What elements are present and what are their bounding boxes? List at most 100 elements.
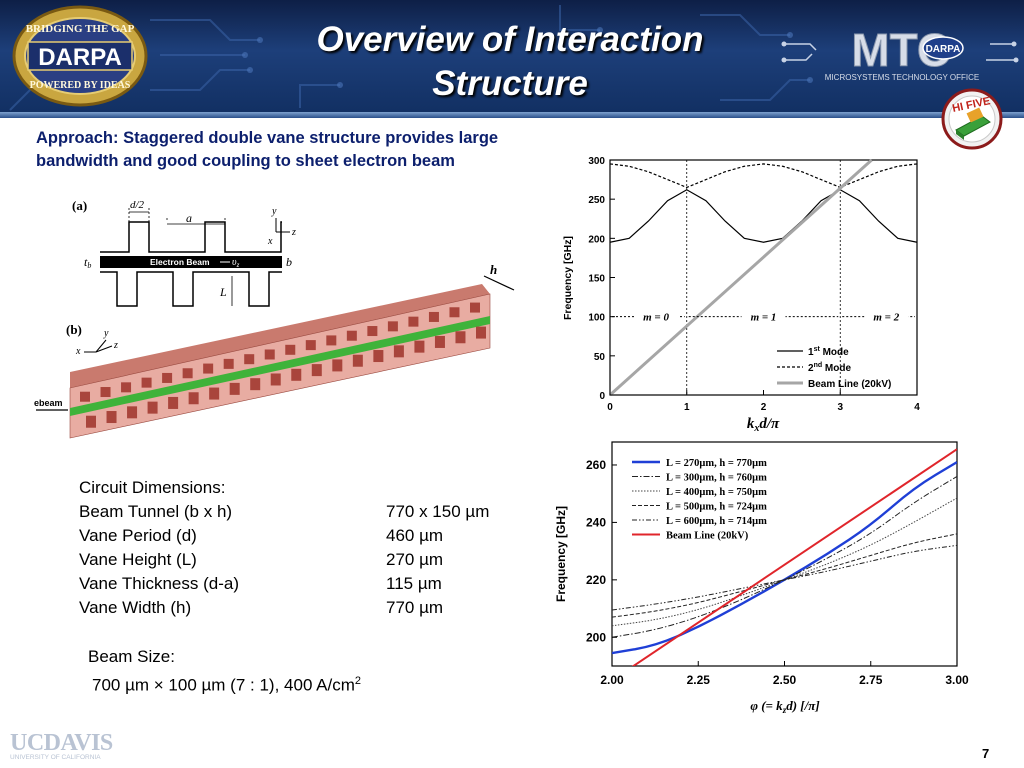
- dimension-label: Vane Height (L): [79, 550, 197, 569]
- comparison-x-axis-label: φ (= kzd) [/π]: [750, 698, 819, 715]
- dimension-label: Vane Period (d): [79, 526, 197, 545]
- vane-slot-upper: [182, 368, 193, 379]
- axis-y-label-b: y: [103, 328, 109, 339]
- dispersion-legend-item-1: 1st Mode: [808, 346, 849, 358]
- hi-five-badge: HI FIVE: [941, 88, 1003, 150]
- vane-slot-upper: [121, 382, 132, 393]
- comparison-plot-frame: [611, 441, 958, 667]
- vane-slot-upper: [346, 330, 357, 341]
- dim-a: a: [186, 211, 192, 225]
- vane-slot-lower: [209, 387, 220, 400]
- x-tick-label: 2.50: [773, 673, 797, 687]
- interaction-structure-figure: (a) Electron Beam υz d/2 a tb b L y z x …: [34, 198, 515, 439]
- y-tick-label: 150: [588, 274, 605, 285]
- approach-line1: Approach: Staggered double vane structur…: [36, 129, 499, 147]
- slide-title-line2: Structure: [432, 64, 588, 103]
- comparison-ticks: 2.00 2.25 2.50 2.75 3.00 200 220 240 260: [586, 458, 969, 687]
- dimension-label: Vane Thickness (d-a): [79, 574, 239, 593]
- legend-entry: L = 500μm, h = 724μm: [666, 502, 767, 513]
- region-label: m = 1: [751, 312, 777, 324]
- dimension-value: 115 µm: [386, 574, 442, 593]
- darpa-logo-bottom-text: POWERED BY IDEAS: [30, 80, 131, 91]
- vane-slot-upper: [305, 340, 316, 351]
- vane-slot-upper: [203, 363, 214, 374]
- y-tick-label: 240: [586, 515, 606, 529]
- dimension-label: Beam Tunnel (b x h): [79, 502, 233, 521]
- dispersion-regions: m = 0 m = 1 m = 2: [612, 309, 915, 324]
- vane-slot-lower: [455, 331, 466, 344]
- region-label: m = 2: [873, 312, 899, 324]
- series-1st-mode: [609, 189, 918, 243]
- vane-slot-upper: [244, 354, 255, 365]
- axis-y-label-a: y: [271, 206, 277, 217]
- vane-slot-lower: [147, 401, 158, 414]
- x-tick-label: 2: [761, 402, 767, 413]
- vane-slot-upper: [100, 387, 111, 398]
- mto-logo-badge: DARPA: [926, 44, 961, 55]
- series-beam-line: [608, 158, 873, 397]
- legend-entry: L = 300μm, h = 760μm: [666, 473, 767, 484]
- vane-slot-lower: [291, 368, 302, 381]
- header-divider: [0, 112, 1024, 118]
- uc-davis-logo: UCDAVIS UNIVERSITY OF CALIFORNIA: [10, 730, 113, 761]
- mto-logo-tagline: MICROSYSTEMS TECHNOLOGY OFFICE: [825, 73, 979, 82]
- vane-slot-lower: [311, 364, 322, 377]
- axis-x-label-b: x: [75, 346, 81, 357]
- figure-label-b: (b): [66, 322, 82, 337]
- comparison-legend: L = 270μm, h = 770μm L = 300μm, h = 760μm…: [632, 458, 767, 542]
- dim-L: L: [219, 285, 227, 299]
- comparison-series-1: [612, 461, 957, 655]
- slide-title: Overview of Interaction Structure: [230, 18, 790, 106]
- axes-triad-b: [84, 339, 113, 353]
- comparison-series-3: [612, 497, 957, 627]
- y-tick-label: 50: [594, 352, 606, 363]
- axis-z-label-a: z: [291, 227, 296, 238]
- vane-slot-upper: [285, 344, 296, 355]
- beam-size: Beam Size: 700 µm × 100 µm (7 : 1), 400 …: [88, 644, 361, 698]
- vane-slot-lower: [393, 345, 404, 358]
- vane-slot-lower: [270, 373, 281, 386]
- vane-slot-lower: [229, 382, 240, 395]
- vane-slot-upper: [408, 316, 419, 327]
- dim-half-period: d/2: [130, 199, 145, 211]
- vane-slot-upper: [367, 326, 378, 337]
- vane-slot-lower: [106, 411, 117, 424]
- y-tick-label: 220: [586, 573, 606, 587]
- beam-size-value: 700 µm × 100 µm (7 : 1), 400 A/cm2: [92, 675, 362, 695]
- ebeam-label: ebeam: [34, 398, 63, 408]
- electron-beam-label: Electron Beam: [150, 257, 210, 267]
- dispersion-plot-frame: [609, 159, 918, 396]
- comparison-y-axis-label: Frequency [GHz]: [554, 506, 568, 602]
- dimension-value: 270 µm: [386, 550, 444, 569]
- x-tick-label: 3: [837, 402, 843, 413]
- legend-entry: Beam Line (20kV): [666, 531, 749, 542]
- approach-line2: bandwidth and good coupling to sheet ele…: [36, 152, 455, 170]
- axis-z-label-b: z: [113, 340, 118, 351]
- vane-schematic: [100, 221, 282, 307]
- region-label-bg: [634, 309, 679, 324]
- dispersion-x-axis-label: kxd/π: [747, 416, 780, 434]
- dimension-value: 770 x 150 µm: [386, 502, 490, 521]
- dim-tb: tb: [84, 255, 91, 270]
- vane-slot-lower: [476, 326, 486, 339]
- vane-slot-upper: [162, 372, 173, 383]
- x-tick-label: 0: [607, 402, 613, 413]
- y-tick-label: 100: [588, 313, 605, 324]
- approach-text: Approach: Staggered double vane structur…: [36, 127, 616, 173]
- dimension-value: 770 µm: [386, 598, 444, 617]
- vane-slot-upper: [470, 302, 480, 313]
- legend-entry: L = 600μm, h = 714μm: [666, 516, 767, 527]
- beam-size-heading: Beam Size:: [88, 647, 175, 666]
- comparison-series: [612, 448, 957, 666]
- axes-triad-a: [275, 218, 290, 233]
- darpa-logo: BRIDGING THE GAP DARPA POWERED BY IDEAS: [12, 5, 148, 107]
- page-number: 7: [982, 746, 990, 761]
- legend-entry: L = 400μm, h = 750μm: [666, 487, 767, 498]
- mto-logo: MTO DARPA MICROSYSTEMS TECHNOLOGY OFFICE: [781, 24, 1019, 82]
- vane-slot-lower: [168, 396, 179, 409]
- dimensions-heading: Circuit Dimensions:: [79, 478, 226, 497]
- dispersion-y-axis-label: Frequency [GHz]: [562, 236, 574, 320]
- vane-slot-lower: [373, 350, 384, 363]
- region-label-bg: [864, 309, 909, 324]
- x-tick-label: 1: [684, 402, 690, 413]
